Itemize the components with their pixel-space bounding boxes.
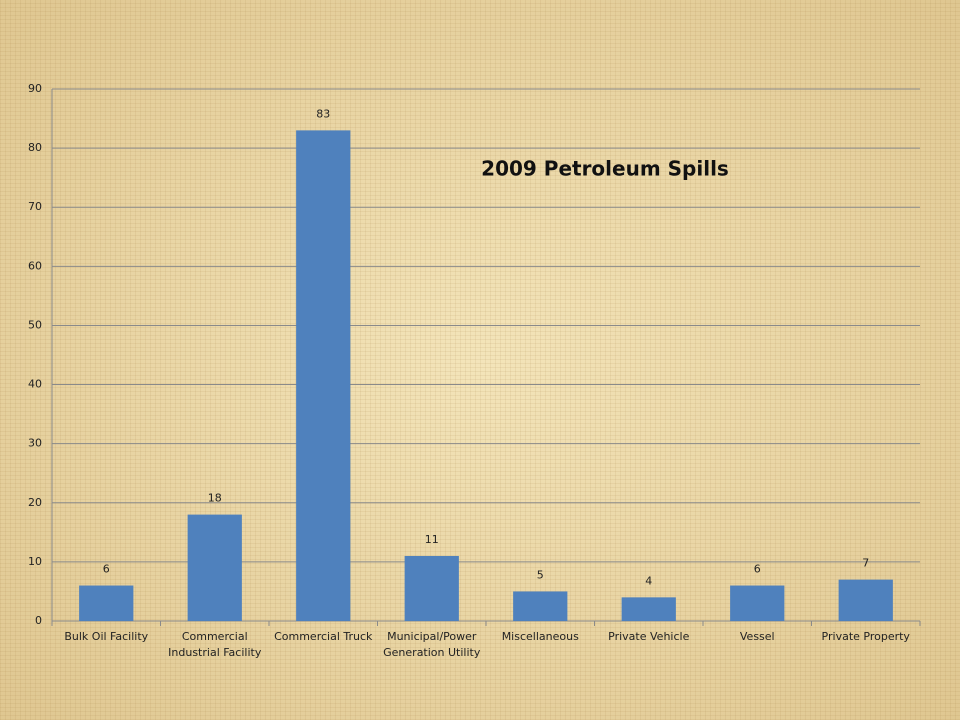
y-tick-label: 40: [28, 378, 42, 391]
x-tick-label: Municipal/Power Generation Utility: [383, 630, 481, 659]
x-tick-label: Bulk Oil Facility: [64, 630, 149, 643]
y-tick-label: 60: [28, 259, 42, 272]
x-tick-label: Private Vehicle: [608, 630, 690, 643]
y-tick-label: 50: [28, 318, 42, 331]
x-tick-label: Commercial Industrial Facility: [168, 630, 262, 659]
value-label: 18: [208, 492, 222, 505]
chart-title: 2009 Petroleum Spills: [481, 157, 729, 181]
y-tick-label: 80: [28, 141, 42, 154]
value-label: 5: [537, 568, 544, 581]
y-tick-label: 90: [28, 82, 42, 95]
x-tick-label: Vessel: [739, 630, 775, 643]
x-tick-label: Private Property: [821, 630, 910, 643]
bar: [296, 130, 351, 621]
x-tick-label: Commercial Truck: [274, 630, 373, 643]
value-label: 4: [645, 574, 652, 587]
value-label: 6: [754, 563, 761, 576]
y-tick-label: 70: [28, 200, 42, 213]
bar: [79, 585, 134, 621]
value-label: 83: [316, 107, 330, 120]
bar: [838, 579, 893, 621]
bar: [513, 591, 568, 621]
value-label: 7: [862, 557, 869, 570]
y-tick-label: 10: [28, 555, 42, 568]
bar: [187, 514, 242, 621]
x-tick-label: Miscellaneous: [501, 630, 579, 643]
bar: [404, 555, 459, 621]
bar: [730, 585, 785, 621]
y-tick-label: 0: [35, 614, 42, 627]
value-label: 11: [425, 533, 439, 546]
y-tick-label: 30: [28, 437, 42, 450]
bar: [621, 597, 676, 621]
y-tick-label: 20: [28, 496, 42, 509]
value-label: 6: [103, 563, 110, 576]
